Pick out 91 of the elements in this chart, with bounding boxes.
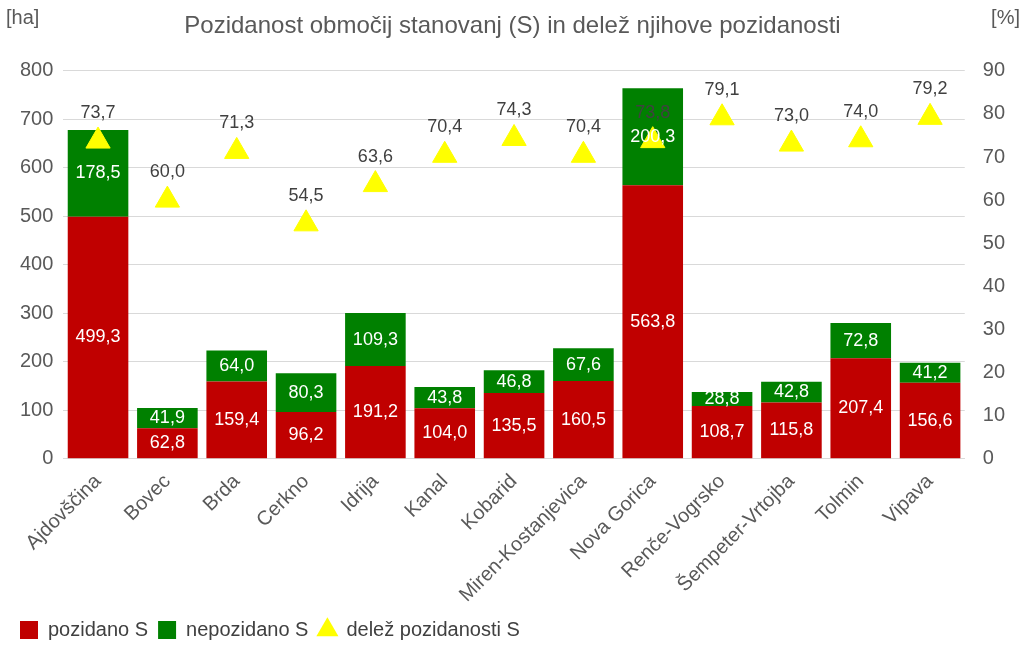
data-label: 79,2: [912, 78, 948, 99]
data-label: 54,5: [288, 184, 324, 205]
data-label: 41,2: [912, 361, 948, 382]
y-tick-label: 600: [19, 155, 54, 178]
y2-tick-label: 0: [982, 446, 994, 469]
data-label: 41,9: [149, 407, 185, 428]
data-label: 70,4: [565, 116, 601, 137]
bar: [553, 348, 614, 381]
bar: [345, 366, 406, 459]
point: [501, 123, 527, 146]
data-label: 191,2: [352, 401, 398, 422]
data-label: 159,4: [214, 408, 260, 429]
data-label: 70,4: [427, 116, 463, 137]
y2-tick-label: 60: [982, 187, 1005, 210]
data-label: 73,8: [635, 101, 671, 122]
data-label: 71,3: [219, 112, 255, 133]
bar: [830, 358, 892, 459]
bar: [206, 381, 268, 459]
y-tick-label: 200: [19, 349, 54, 372]
bar: [67, 216, 129, 459]
point: [570, 140, 597, 163]
bar: [483, 393, 545, 459]
bar: [345, 313, 406, 367]
y-tick-label: 100: [19, 397, 54, 420]
point: [709, 103, 735, 126]
y-tick-label: 300: [19, 300, 54, 323]
y2-tick-label: 30: [982, 316, 1005, 339]
y2-tick-label: 70: [982, 144, 1005, 167]
y2-tick-label: 10: [982, 403, 1005, 426]
bar: [275, 412, 337, 459]
point: [362, 170, 389, 193]
data-label: 563,8: [630, 310, 676, 331]
bar: [830, 322, 892, 359]
data-label: 74,3: [496, 99, 532, 120]
y-axis-title: [ha]: [6, 5, 40, 28]
data-label: 108,7: [699, 421, 745, 442]
data-label: 160,5: [560, 408, 606, 429]
data-label: 62,8: [149, 432, 185, 453]
point: [432, 140, 458, 163]
legend-label: nepozidano S: [186, 617, 309, 640]
y2-tick-label: 50: [982, 230, 1005, 253]
y2-tick-label: 90: [982, 58, 1005, 81]
data-label: 499,3: [75, 326, 121, 347]
y-tick-label: 400: [19, 252, 54, 275]
y-tick-label: 0: [42, 446, 54, 469]
y2-tick-label: 40: [982, 273, 1005, 296]
data-label: 64,0: [219, 354, 255, 375]
point: [154, 185, 180, 208]
y-tick-label: 800: [19, 58, 54, 81]
bar: [899, 382, 961, 459]
data-label: 63,6: [357, 145, 393, 166]
data-label: 104,0: [422, 422, 468, 443]
point: [85, 126, 111, 149]
chart-title: Pozidanost območij stanovanj (S) in delež njihove pozidanosti: [184, 11, 841, 39]
legend-label: pozidano S: [48, 617, 149, 640]
y2-tick-label: 20: [982, 360, 1005, 383]
data-label: 73,7: [80, 102, 116, 123]
data-label: 115,8: [769, 419, 814, 440]
data-label: 67,6: [565, 353, 601, 374]
bar: [622, 88, 684, 186]
data-label: 207,4: [838, 397, 884, 418]
bar: [553, 380, 614, 459]
point: [848, 125, 874, 148]
data-label: 42,8: [773, 381, 809, 402]
y-tick-label: 500: [19, 203, 54, 226]
point: [917, 102, 943, 125]
bar: [414, 408, 476, 459]
data-label: 72,8: [843, 329, 879, 350]
point: [778, 129, 805, 152]
bar: [691, 406, 753, 459]
y2-axis-title: [%]: [991, 5, 1020, 28]
bar: [761, 402, 822, 459]
y2-tick-label: 80: [982, 101, 1005, 124]
data-label: 74,0: [843, 100, 879, 121]
data-label: 43,8: [427, 386, 463, 407]
data-label: 178,5: [75, 162, 121, 183]
data-label: 73,0: [773, 105, 809, 126]
legend-label: delež pozidanosti S: [346, 617, 520, 640]
data-label: 135,5: [491, 414, 537, 435]
data-label: 46,8: [496, 370, 532, 391]
data-label: 60,0: [149, 161, 185, 182]
x-tick-label: Brda: [198, 468, 245, 515]
data-label: 156,6: [907, 409, 953, 430]
point: [293, 209, 319, 232]
data-label: 96,2: [288, 424, 324, 445]
bar: [622, 185, 684, 459]
data-label: 79,1: [704, 78, 740, 99]
point: [224, 136, 250, 159]
data-label: 80,3: [288, 381, 324, 402]
y-tick-label: 700: [19, 106, 54, 129]
data-label: 109,3: [352, 328, 398, 349]
